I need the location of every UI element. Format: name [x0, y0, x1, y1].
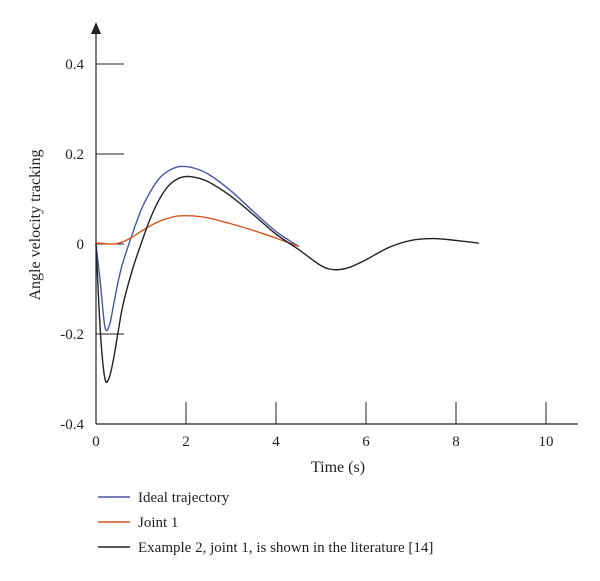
y-axis-label: Angle velocity tracking	[27, 149, 44, 300]
legend-entry-1: Ideal trajectory	[138, 490, 230, 506]
series-line-2	[95, 214, 300, 247]
x-tick-label: 0	[92, 434, 100, 450]
x-axis-label: Time (s)	[311, 459, 365, 476]
x-tick-label: 6	[362, 434, 370, 450]
x-tick-label: 4	[272, 434, 280, 450]
y-tick-label: 0.4	[65, 57, 84, 73]
legend-entry-2: Joint 1	[138, 515, 178, 531]
series-line-1	[95, 165, 300, 332]
legend-entry-3: Example 2, joint 1, is shown in the lite…	[138, 540, 433, 556]
chart-ticks: 0.4 0.2 0 -0.2 -0.4 0 2 4 6 8 10	[60, 57, 553, 450]
x-tick-label: 2	[182, 434, 190, 450]
y-axis-arrow-icon	[91, 22, 101, 34]
chart-axes	[91, 22, 578, 425]
x-tick-label: 8	[452, 434, 460, 450]
y-tick-label: -0.2	[60, 327, 84, 343]
chart-series	[95, 165, 480, 384]
y-tick-label: -0.4	[60, 417, 84, 433]
chart-legend: Ideal trajectory Joint 1 Example 2, joint …	[98, 490, 433, 556]
y-tick-label: 0.2	[65, 147, 84, 163]
y-tick-label: 0	[77, 237, 85, 253]
x-tick-label: 10	[539, 434, 554, 450]
series-line-3	[95, 175, 480, 384]
